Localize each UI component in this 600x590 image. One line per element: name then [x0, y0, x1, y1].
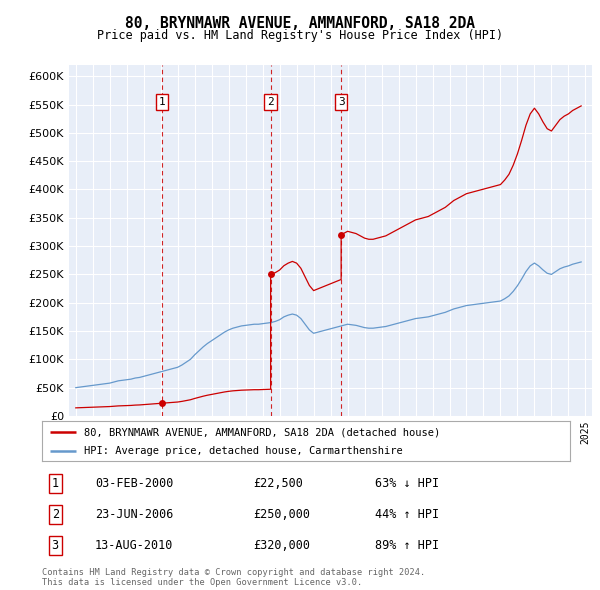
- Text: 44% ↑ HPI: 44% ↑ HPI: [374, 508, 439, 522]
- Text: 2: 2: [267, 97, 274, 107]
- Text: £250,000: £250,000: [253, 508, 310, 522]
- Text: 89% ↑ HPI: 89% ↑ HPI: [374, 539, 439, 552]
- Text: Price paid vs. HM Land Registry's House Price Index (HPI): Price paid vs. HM Land Registry's House …: [97, 29, 503, 42]
- Text: £320,000: £320,000: [253, 539, 310, 552]
- Text: 3: 3: [338, 97, 344, 107]
- Text: £22,500: £22,500: [253, 477, 303, 490]
- Text: 80, BRYNMAWR AVENUE, AMMANFORD, SA18 2DA (detached house): 80, BRYNMAWR AVENUE, AMMANFORD, SA18 2DA…: [84, 428, 440, 438]
- Text: 3: 3: [52, 539, 59, 552]
- Text: Contains HM Land Registry data © Crown copyright and database right 2024.: Contains HM Land Registry data © Crown c…: [42, 568, 425, 577]
- Text: 13-AUG-2010: 13-AUG-2010: [95, 539, 173, 552]
- Text: 2: 2: [52, 508, 59, 522]
- Text: This data is licensed under the Open Government Licence v3.0.: This data is licensed under the Open Gov…: [42, 578, 362, 588]
- Text: 1: 1: [52, 477, 59, 490]
- Text: 23-JUN-2006: 23-JUN-2006: [95, 508, 173, 522]
- Text: HPI: Average price, detached house, Carmarthenshire: HPI: Average price, detached house, Carm…: [84, 447, 403, 456]
- Text: 80, BRYNMAWR AVENUE, AMMANFORD, SA18 2DA: 80, BRYNMAWR AVENUE, AMMANFORD, SA18 2DA: [125, 16, 475, 31]
- Text: 63% ↓ HPI: 63% ↓ HPI: [374, 477, 439, 490]
- Text: 1: 1: [159, 97, 166, 107]
- Text: 03-FEB-2000: 03-FEB-2000: [95, 477, 173, 490]
